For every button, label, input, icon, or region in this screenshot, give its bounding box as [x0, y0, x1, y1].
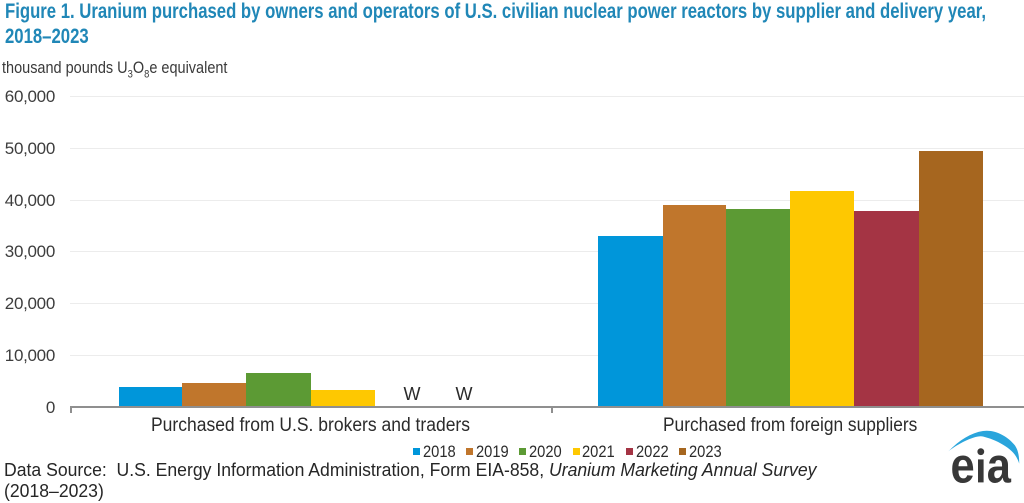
- svg-text:e: e: [951, 438, 975, 493]
- svg-text:a: a: [987, 438, 1012, 493]
